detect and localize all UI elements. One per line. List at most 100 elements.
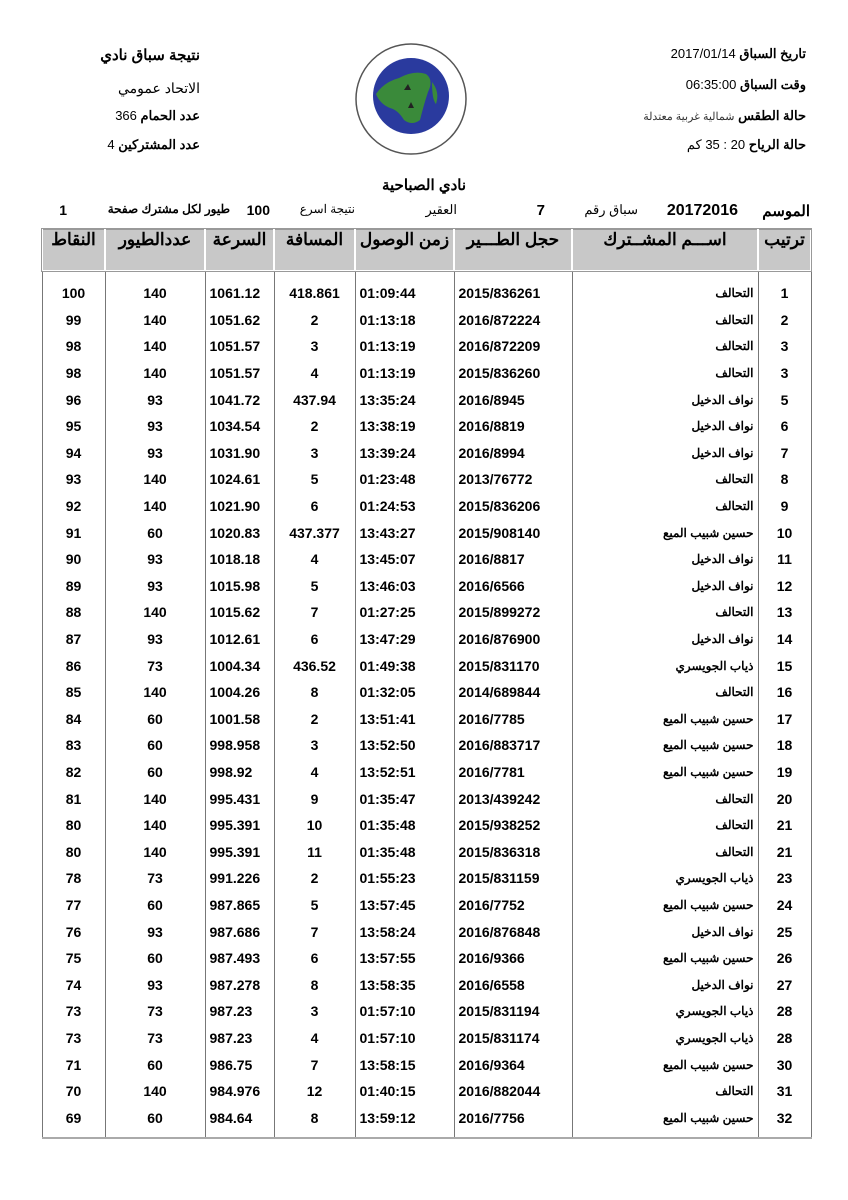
cell-arrival-time: 13:39:24 bbox=[354, 439, 455, 467]
column-header-participant-name: اســـم المشــترك bbox=[571, 228, 759, 272]
column-header-arrival-time: زمن الوصول bbox=[354, 228, 455, 272]
cell-distance: 6 bbox=[273, 625, 356, 653]
cell-arrival-time: 13:45:07 bbox=[354, 545, 455, 573]
cell-bird-count: 140 bbox=[104, 678, 206, 706]
race-number-value: 7 bbox=[536, 202, 545, 219]
cell-participant-name: التحالف bbox=[571, 1077, 759, 1105]
cell-points: 100 bbox=[41, 271, 106, 307]
cell-rank: 19 bbox=[757, 758, 812, 786]
cell-participant-name: التحالف bbox=[571, 599, 759, 626]
cell-speed: 986.75 bbox=[204, 1051, 275, 1078]
cell-rank: 9 bbox=[757, 492, 812, 520]
cell-participant-name: نواف الدخيل bbox=[571, 386, 759, 413]
cell-rank: 8 bbox=[757, 466, 812, 493]
cell-rank: 26 bbox=[757, 944, 812, 972]
cell-ring-number: 2016/876900 bbox=[453, 625, 573, 653]
cell-rank: 10 bbox=[757, 519, 812, 546]
cell-distance: 3 bbox=[273, 732, 356, 759]
cell-arrival-time: 13:47:29 bbox=[354, 625, 455, 653]
cell-participant-name: التحالف bbox=[571, 306, 759, 334]
cell-arrival-time: 13:52:50 bbox=[354, 732, 455, 759]
cell-bird-count: 60 bbox=[104, 758, 206, 786]
report-title: نتيجة سباق نادي bbox=[100, 47, 200, 64]
cell-bird-count: 140 bbox=[104, 333, 206, 360]
cell-rank: 28 bbox=[757, 998, 812, 1025]
cell-speed: 1004.34 bbox=[204, 652, 275, 679]
cell-speed: 1041.72 bbox=[204, 386, 275, 413]
cell-points: 83 bbox=[41, 732, 106, 759]
cell-participant-name: التحالف bbox=[571, 838, 759, 866]
cell-distance: 8 bbox=[273, 678, 356, 706]
table-row: 32 حسين شبيب الميع 2016/7756 13:59:12 8 984.6… bbox=[41, 1104, 812, 1139]
table-row: 19 حسين شبيب الميع 2016/7781 13:52:51 4 998.9… bbox=[41, 758, 812, 786]
cell-rank: 11 bbox=[757, 545, 812, 573]
cell-arrival-time: 01:09:44 bbox=[354, 271, 455, 307]
cell-bird-count: 140 bbox=[104, 599, 206, 626]
cell-speed: 998.958 bbox=[204, 732, 275, 759]
cell-participant-name: ذياب الجويسري bbox=[571, 865, 759, 892]
cell-arrival-time: 13:35:24 bbox=[354, 386, 455, 413]
table-row: 27 نواف الدخيل 2016/6558 13:58:35 8 987.278 93… bbox=[41, 971, 812, 999]
cell-distance: 4 bbox=[273, 1024, 356, 1052]
column-header-rank: ترتيب bbox=[757, 228, 812, 272]
cell-bird-count: 73 bbox=[104, 865, 206, 892]
column-header-bird-count: عددالطيور bbox=[104, 228, 206, 272]
cell-points: 81 bbox=[41, 785, 106, 812]
cell-participant-name: حسين شبيب الميع bbox=[571, 1051, 759, 1078]
cell-arrival-time: 01:13:18 bbox=[354, 306, 455, 334]
cell-arrival-time: 01:57:10 bbox=[354, 1024, 455, 1052]
cell-participant-name: نواف الدخيل bbox=[571, 412, 759, 440]
cell-arrival-time: 13:57:45 bbox=[354, 891, 455, 919]
cell-bird-count: 73 bbox=[104, 652, 206, 679]
cell-arrival-time: 13:43:27 bbox=[354, 519, 455, 546]
race-time: وقت السباق 06:35:00 bbox=[686, 77, 806, 93]
cell-ring-number: 2016/8945 bbox=[453, 386, 573, 413]
cell-speed: 984.64 bbox=[204, 1104, 275, 1139]
cell-speed: 1015.98 bbox=[204, 572, 275, 600]
cell-arrival-time: 01:32:05 bbox=[354, 678, 455, 706]
cell-rank: 7 bbox=[757, 439, 812, 467]
cell-points: 96 bbox=[41, 386, 106, 413]
cell-bird-count: 60 bbox=[104, 891, 206, 919]
cell-ring-number: 2015/831194 bbox=[453, 998, 573, 1025]
cell-speed: 987.865 bbox=[204, 891, 275, 919]
cell-rank: 24 bbox=[757, 891, 812, 919]
cell-arrival-time: 01:13:19 bbox=[354, 333, 455, 360]
cell-ring-number: 2016/882044 bbox=[453, 1077, 573, 1105]
cell-bird-count: 93 bbox=[104, 971, 206, 999]
cell-points: 69 bbox=[41, 1104, 106, 1139]
cell-ring-number: 2016/7781 bbox=[453, 758, 573, 786]
cell-points: 84 bbox=[41, 705, 106, 733]
cell-bird-count: 140 bbox=[104, 492, 206, 520]
cell-speed: 995.391 bbox=[204, 838, 275, 866]
race-date: تاريخ السباق 2017/01/14 bbox=[671, 46, 806, 62]
cell-bird-count: 140 bbox=[104, 359, 206, 387]
cell-distance: 11 bbox=[273, 838, 356, 866]
cell-arrival-time: 13:51:41 bbox=[354, 705, 455, 733]
cell-participant-name: ذياب الجويسري bbox=[571, 652, 759, 679]
cell-points: 86 bbox=[41, 652, 106, 679]
cell-distance: 5 bbox=[273, 466, 356, 493]
cell-distance: 437.377 bbox=[273, 519, 356, 546]
weather: حالة الطقس شمالية غربية معتدلة bbox=[643, 108, 806, 124]
table-row: 21 التحالف 2015/938252 01:35:48 10 995.391 140… bbox=[41, 811, 812, 839]
cell-participant-name: ذياب الجويسري bbox=[571, 1024, 759, 1052]
cell-bird-count: 140 bbox=[104, 785, 206, 812]
cell-points: 89 bbox=[41, 572, 106, 600]
cell-bird-count: 140 bbox=[104, 838, 206, 866]
table-row: 21 التحالف 2015/836318 01:35:48 11 995.391 140… bbox=[41, 838, 812, 866]
cell-distance: 4 bbox=[273, 359, 356, 387]
cell-distance: 8 bbox=[273, 971, 356, 999]
cell-points: 98 bbox=[41, 359, 106, 387]
column-header-distance: المسافة bbox=[273, 228, 356, 272]
cell-rank: 1 bbox=[757, 271, 812, 307]
cell-distance: 7 bbox=[273, 1051, 356, 1078]
cell-participant-name: التحالف bbox=[571, 811, 759, 839]
table-row: 8 التحالف 2013/76772 01:23:48 5 1024.61 140 93 bbox=[41, 466, 812, 493]
cell-points: 77 bbox=[41, 891, 106, 919]
federation-logo bbox=[355, 43, 467, 155]
cell-distance: 2 bbox=[273, 705, 356, 733]
results-table: ترتيب اســـم المشــترك حجل الطـــير زمن الو… bbox=[41, 228, 812, 1139]
cell-distance: 12 bbox=[273, 1077, 356, 1105]
cell-bird-count: 60 bbox=[104, 519, 206, 546]
